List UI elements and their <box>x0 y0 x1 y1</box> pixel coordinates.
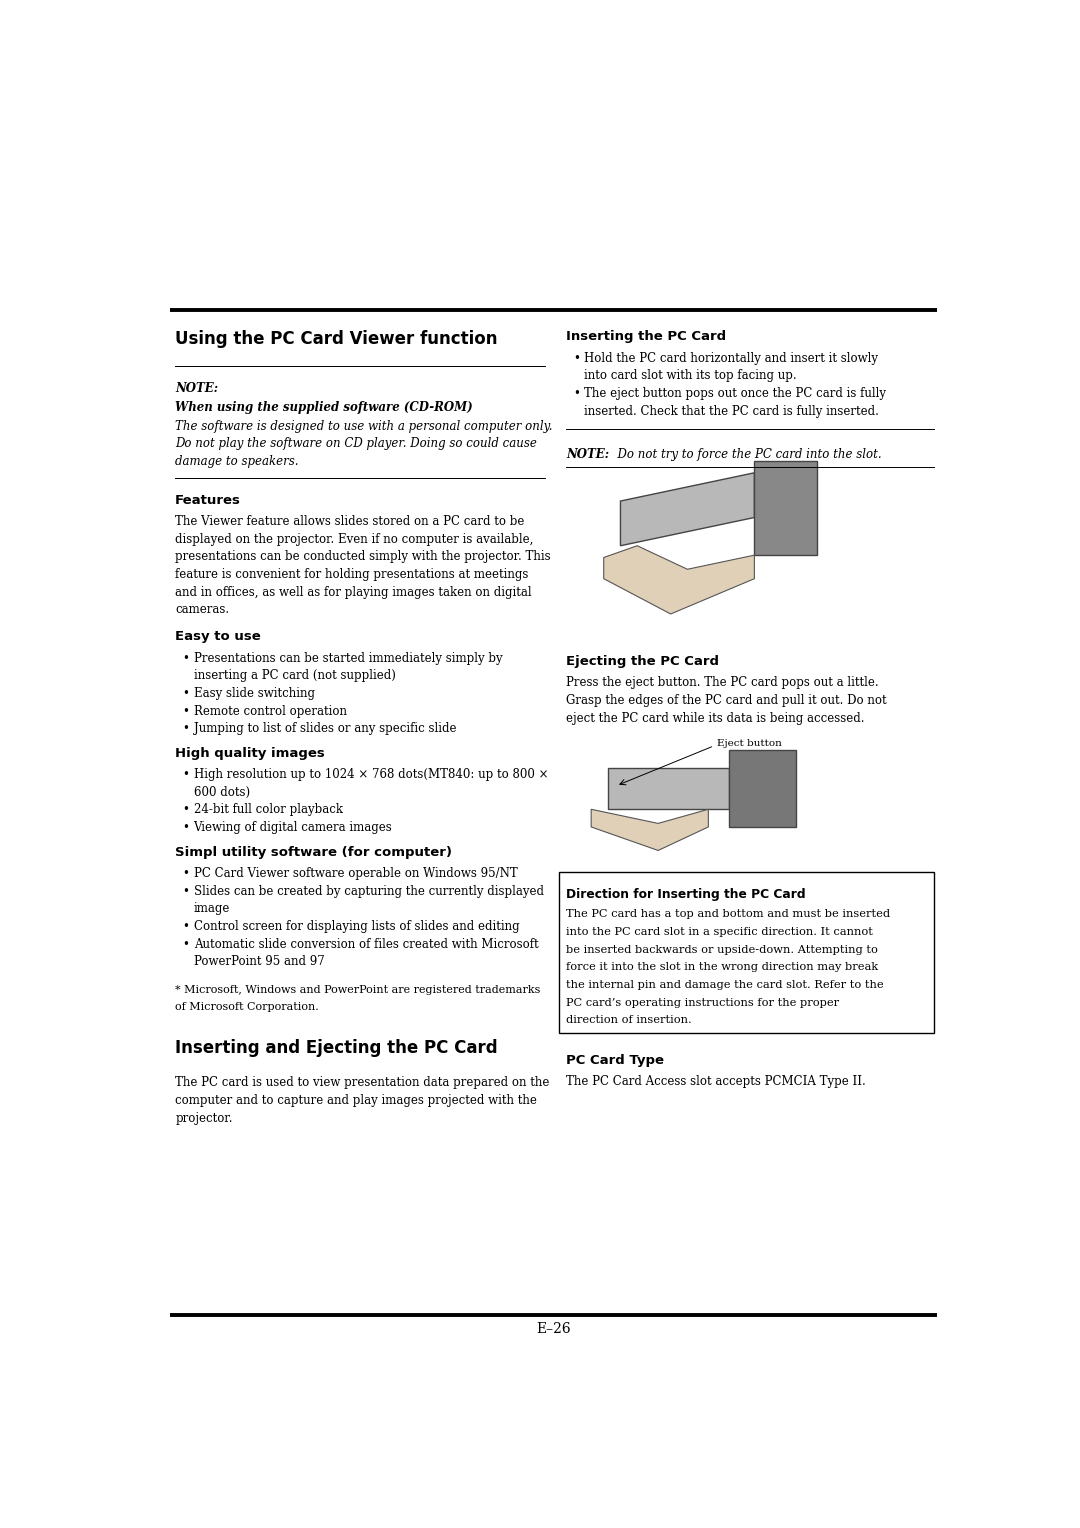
Text: Features: Features <box>175 494 241 507</box>
Text: inserting a PC card (not supplied): inserting a PC card (not supplied) <box>193 669 395 683</box>
Text: displayed on the projector. Even if no computer is available,: displayed on the projector. Even if no c… <box>175 533 534 545</box>
Text: Press the eject button. The PC card pops out a little.: Press the eject button. The PC card pops… <box>566 677 879 689</box>
Text: •: • <box>181 885 189 897</box>
Text: •: • <box>181 769 189 781</box>
Text: The software is designed to use with a personal computer only.: The software is designed to use with a p… <box>175 420 553 432</box>
Text: NOTE:: NOTE: <box>175 382 218 396</box>
Text: Grasp the edges of the PC card and pull it out. Do not: Grasp the edges of the PC card and pull … <box>566 694 887 707</box>
Text: Remote control operation: Remote control operation <box>193 704 347 718</box>
Polygon shape <box>754 461 818 555</box>
Text: •: • <box>181 938 189 950</box>
Text: image: image <box>193 902 230 915</box>
Text: be inserted backwards or upside-down. Attempting to: be inserted backwards or upside-down. At… <box>566 944 878 955</box>
Text: •: • <box>181 804 189 816</box>
Text: High resolution up to 1024 × 768 dots(MT840: up to 800 ×: High resolution up to 1024 × 768 dots(MT… <box>193 769 548 781</box>
Text: the internal pin and damage the card slot. Refer to the: the internal pin and damage the card slo… <box>566 979 883 990</box>
Text: Jumping to list of slides or any specific slide: Jumping to list of slides or any specifi… <box>193 723 456 735</box>
Text: •: • <box>181 651 189 665</box>
Text: Eject button: Eject button <box>717 738 782 747</box>
Text: cameras.: cameras. <box>175 604 229 616</box>
Text: Inserting the PC Card: Inserting the PC Card <box>566 330 726 344</box>
Text: •: • <box>181 704 189 718</box>
Text: feature is convenient for holding presentations at meetings: feature is convenient for holding presen… <box>175 568 528 581</box>
Text: into card slot with its top facing up.: into card slot with its top facing up. <box>584 370 797 382</box>
Text: •: • <box>572 387 580 400</box>
Text: •: • <box>181 688 189 700</box>
Text: E–26: E–26 <box>536 1322 571 1337</box>
Text: Control screen for displaying lists of slides and editing: Control screen for displaying lists of s… <box>193 920 519 934</box>
Text: High quality images: High quality images <box>175 747 325 759</box>
Text: •: • <box>181 821 189 834</box>
Text: into the PC card slot in a specific direction. It cannot: into the PC card slot in a specific dire… <box>566 927 873 937</box>
Text: presentations can be conducted simply with the projector. This: presentations can be conducted simply wi… <box>175 550 551 564</box>
Text: Ejecting the PC Card: Ejecting the PC Card <box>566 656 719 668</box>
Polygon shape <box>608 769 729 810</box>
Text: Viewing of digital camera images: Viewing of digital camera images <box>193 821 392 834</box>
Text: Easy slide switching: Easy slide switching <box>193 688 314 700</box>
Text: Using the PC Card Viewer function: Using the PC Card Viewer function <box>175 330 498 348</box>
Text: NOTE:: NOTE: <box>566 448 609 461</box>
Text: and in offices, as well as for playing images taken on digital: and in offices, as well as for playing i… <box>175 585 531 599</box>
Text: computer and to capture and play images projected with the: computer and to capture and play images … <box>175 1094 537 1106</box>
Text: Automatic slide conversion of files created with Microsoft: Automatic slide conversion of files crea… <box>193 938 538 950</box>
Text: inserted. Check that the PC card is fully inserted.: inserted. Check that the PC card is full… <box>584 405 879 417</box>
FancyBboxPatch shape <box>559 871 934 1033</box>
Text: The Viewer feature allows slides stored on a PC card to be: The Viewer feature allows slides stored … <box>175 515 525 529</box>
Text: Hold the PC card horizontally and insert it slowly: Hold the PC card horizontally and insert… <box>584 351 878 365</box>
Text: Direction for Inserting the PC Card: Direction for Inserting the PC Card <box>566 888 806 902</box>
Text: PowerPoint 95 and 97: PowerPoint 95 and 97 <box>193 955 324 969</box>
Text: Slides can be created by capturing the currently displayed: Slides can be created by capturing the c… <box>193 885 543 897</box>
Polygon shape <box>591 810 708 851</box>
Text: Presentations can be started immediately simply by: Presentations can be started immediately… <box>193 651 502 665</box>
Text: 24-bit full color playback: 24-bit full color playback <box>193 804 342 816</box>
Text: When using the supplied software (CD-ROM): When using the supplied software (CD-ROM… <box>175 400 473 414</box>
Text: Do not play the software on CD player. Doing so could cause: Do not play the software on CD player. D… <box>175 437 537 451</box>
Text: direction of insertion.: direction of insertion. <box>566 1015 692 1025</box>
Text: PC Card Viewer software operable on Windows 95/NT: PC Card Viewer software operable on Wind… <box>193 866 517 880</box>
Text: •: • <box>181 920 189 934</box>
Text: PC card’s operating instructions for the proper: PC card’s operating instructions for the… <box>566 998 839 1007</box>
Polygon shape <box>729 750 796 827</box>
Text: * Microsoft, Windows and PowerPoint are registered trademarks: * Microsoft, Windows and PowerPoint are … <box>175 984 541 995</box>
Text: eject the PC card while its data is being accessed.: eject the PC card while its data is bein… <box>566 712 865 724</box>
Text: of Microsoft Corporation.: of Microsoft Corporation. <box>175 1002 319 1012</box>
Text: Do not try to force the PC card into the slot.: Do not try to force the PC card into the… <box>609 448 881 461</box>
Text: force it into the slot in the wrong direction may break: force it into the slot in the wrong dire… <box>566 963 878 972</box>
Text: damage to speakers.: damage to speakers. <box>175 455 299 468</box>
Text: •: • <box>181 723 189 735</box>
Polygon shape <box>604 545 754 614</box>
Text: The PC Card Access slot accepts PCMCIA Type II.: The PC Card Access slot accepts PCMCIA T… <box>566 1076 866 1088</box>
Text: PC Card Type: PC Card Type <box>566 1054 664 1067</box>
Text: 600 dots): 600 dots) <box>193 785 249 799</box>
Text: •: • <box>572 351 580 365</box>
Text: •: • <box>181 866 189 880</box>
Text: Easy to use: Easy to use <box>175 631 261 643</box>
Text: Simpl utility software (for computer): Simpl utility software (for computer) <box>175 847 453 859</box>
Text: Inserting and Ejecting the PC Card: Inserting and Ejecting the PC Card <box>175 1039 498 1057</box>
Polygon shape <box>620 472 754 545</box>
Text: The PC card has a top and bottom and must be inserted: The PC card has a top and bottom and mus… <box>566 909 890 920</box>
Text: The PC card is used to view presentation data prepared on the: The PC card is used to view presentation… <box>175 1076 550 1089</box>
Text: The eject button pops out once the PC card is fully: The eject button pops out once the PC ca… <box>584 387 887 400</box>
Text: projector.: projector. <box>175 1112 232 1125</box>
